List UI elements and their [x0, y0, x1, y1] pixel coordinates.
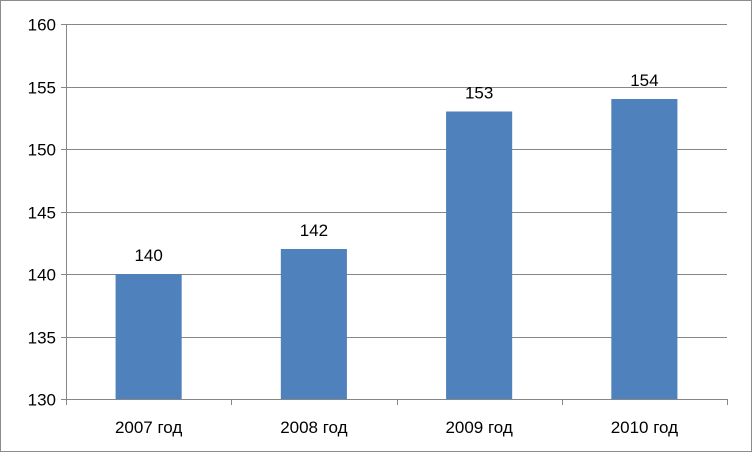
- bar: [611, 99, 678, 399]
- data-label: 142: [300, 221, 328, 240]
- bar: [115, 274, 182, 399]
- x-category-label: 2007 год: [115, 418, 182, 437]
- data-label: 153: [465, 84, 493, 103]
- y-tick-label: 145: [28, 204, 56, 223]
- y-tick-label: 150: [28, 141, 56, 160]
- y-tick-label: 160: [28, 16, 56, 35]
- axes: [61, 24, 728, 405]
- y-tick-label: 155: [28, 79, 56, 98]
- data-label: 140: [134, 246, 162, 265]
- x-category-label: 2010 год: [611, 418, 678, 437]
- data-label: 154: [630, 71, 658, 90]
- y-tick-label: 130: [28, 391, 56, 410]
- y-tick-label: 135: [28, 329, 56, 348]
- labels: 130 135 140 145 150 155 160 140 2007 год 142 2008 …: [28, 16, 679, 438]
- bars: [115, 99, 678, 399]
- x-category-label: 2008 год: [280, 418, 347, 437]
- y-tick-label: 140: [28, 266, 56, 285]
- x-category-label: 2009 год: [445, 418, 512, 437]
- bar: [446, 111, 513, 399]
- bar: [280, 249, 347, 399]
